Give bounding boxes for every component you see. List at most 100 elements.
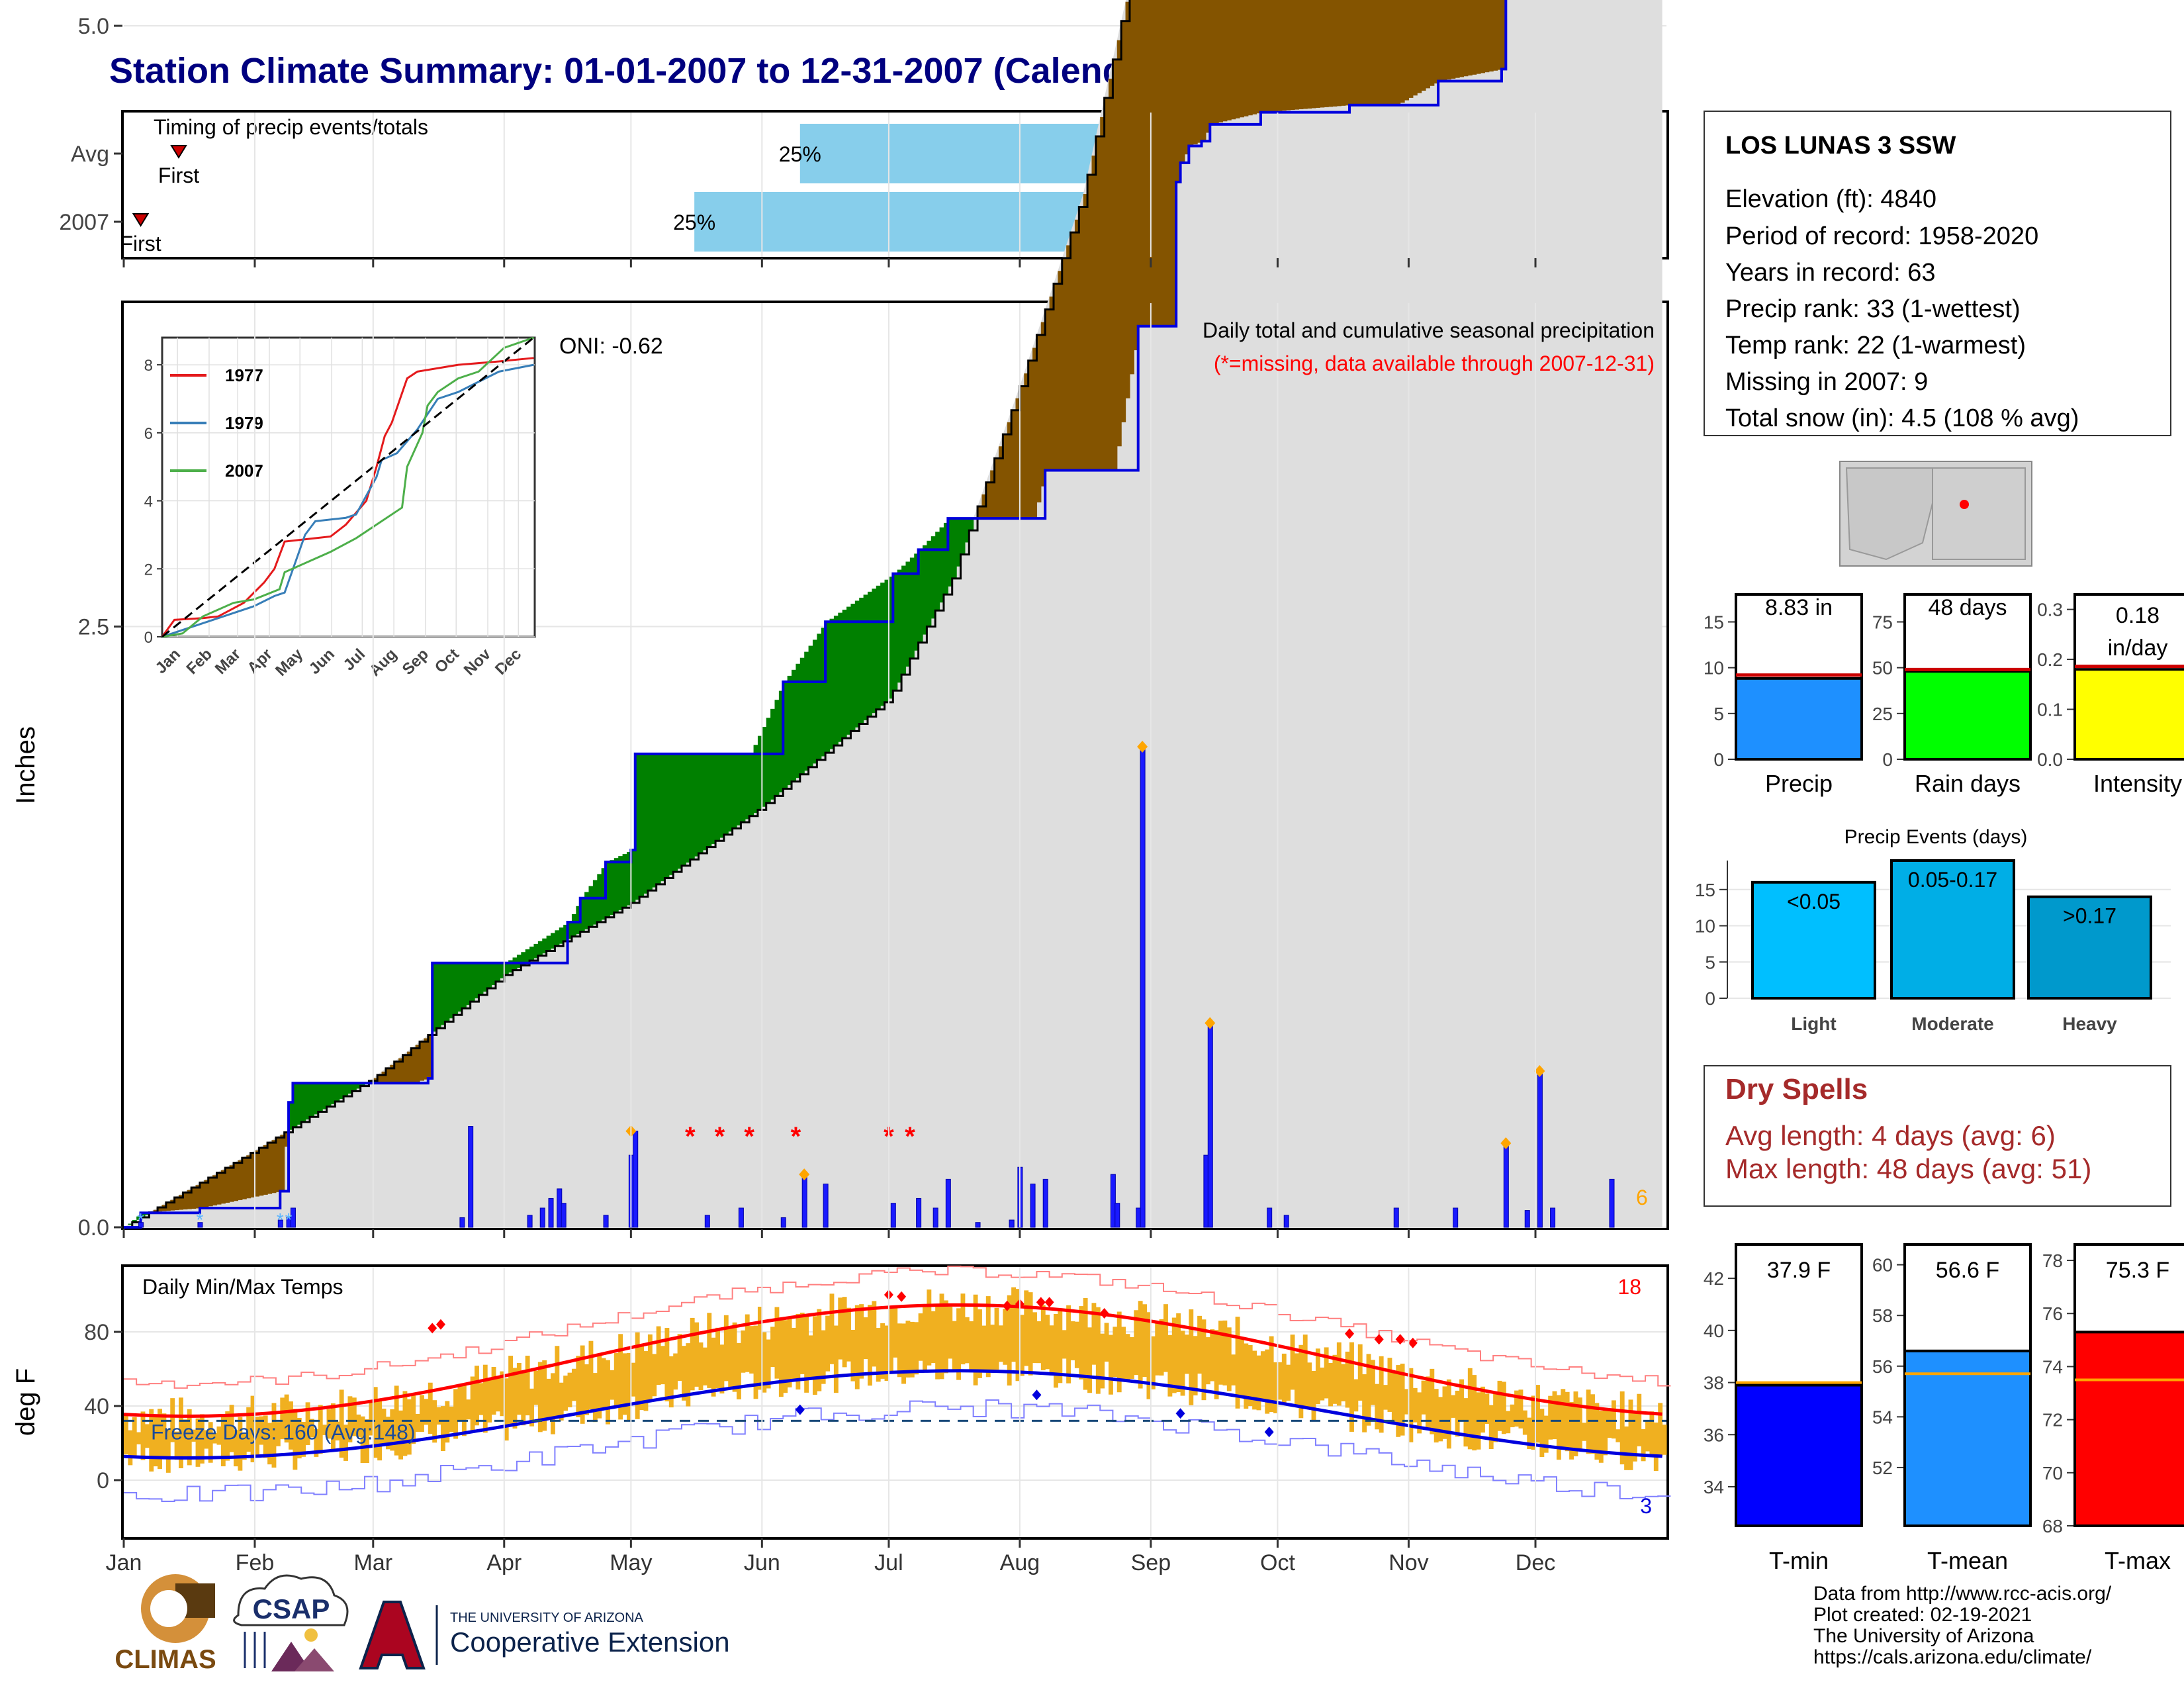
daily-temp-bar	[1548, 1395, 1553, 1440]
daily-precip-bar	[975, 1222, 981, 1228]
daily-temp-bar	[563, 1376, 569, 1411]
above-average-fill	[656, 753, 661, 884]
record-high-marker	[897, 1291, 907, 1302]
daily-temp-bar	[470, 1376, 475, 1432]
below-average-fill	[1180, 0, 1185, 163]
daily-temp-bar	[1510, 1404, 1515, 1428]
month-label: Jun	[744, 1550, 780, 1575]
daily-temp-bar	[254, 1417, 259, 1457]
above-average-fill	[136, 1216, 142, 1220]
daily-temp-bar	[825, 1315, 831, 1372]
above-average-fill	[491, 962, 496, 985]
daily-precip-bar	[633, 1131, 639, 1228]
heavy-precip-marker	[1137, 741, 1148, 753]
above-average-fill	[799, 657, 805, 774]
record-high-marker	[1395, 1334, 1405, 1345]
below-average-fill	[179, 1195, 184, 1210]
station-years: Years in record: 63	[1725, 259, 1936, 287]
daily-precip-bar	[197, 1222, 203, 1228]
above-average-fill	[305, 1083, 310, 1120]
daily-temp-bar	[943, 1300, 948, 1374]
daily-temp-bar	[909, 1321, 915, 1378]
csap-logo-text: CSAP	[253, 1593, 330, 1624]
temp-summary-ytick-label: 74	[2042, 1356, 2063, 1377]
precip-ytick-label: 2.5	[78, 615, 109, 640]
below-average-fill	[1332, 0, 1338, 107]
daily-temp-bar	[326, 1409, 332, 1439]
tmin-smooth-line	[123, 1369, 1662, 1460]
summary-ytick-label: 10	[1704, 658, 1724, 679]
above-average-fill	[516, 955, 522, 968]
below-average-fill	[1231, 0, 1236, 120]
above-average-fill	[643, 753, 649, 894]
daily-temp-bar	[1531, 1395, 1536, 1450]
below-average-fill	[220, 1170, 226, 1204]
temp-ytick-label: 40	[84, 1394, 109, 1419]
precip-ytick-label: 0.0	[78, 1215, 109, 1241]
daily-temp-bar	[1189, 1309, 1194, 1405]
daily-temp-bar	[1408, 1368, 1414, 1442]
above-average-fill	[289, 1102, 294, 1130]
record-low-count: 3	[1640, 1494, 1652, 1518]
below-average-fill	[1290, 0, 1295, 111]
below-average-fill	[174, 1197, 179, 1211]
below-average-fill	[1163, 0, 1169, 326]
daily-temp-bar	[1260, 1351, 1265, 1401]
precip-marker-count: 6	[1636, 1186, 1648, 1209]
temp-ytick-label: 0	[97, 1468, 109, 1493]
daily-temp-bar	[1113, 1327, 1118, 1378]
below-average-fill	[1286, 0, 1291, 111]
station-period: Period of record: 1958-2020	[1725, 222, 2038, 250]
daily-temp-bar	[250, 1395, 255, 1463]
daily-temp-bar	[1053, 1314, 1058, 1388]
above-average-fill	[956, 518, 962, 567]
daily-precip-bar	[459, 1217, 465, 1228]
missing-day-marker: *	[685, 1122, 696, 1151]
temp-panel: 0 40 80 Freeze Days: 160 (Avg:148)	[84, 1265, 1671, 1503]
daily-temp-bar	[1658, 1403, 1663, 1456]
daily-temp-bar	[1561, 1389, 1566, 1448]
below-average-fill	[1104, 97, 1109, 471]
daily-temp-bar	[216, 1426, 222, 1445]
events-ytick-label: 5	[1705, 952, 1715, 972]
daily-precip-bar	[527, 1215, 533, 1228]
above-average-fill	[905, 561, 911, 667]
daily-temp-bar	[132, 1417, 137, 1457]
timing-quantile-label: 25%	[673, 211, 715, 234]
daily-temp-bar	[1116, 1311, 1122, 1393]
tmax-smooth-line	[123, 1303, 1662, 1418]
daily-temp-bar	[1214, 1330, 1219, 1399]
daily-temp-bar	[994, 1307, 999, 1370]
heavy-precip-marker	[799, 1168, 810, 1181]
daily-temp-bar	[1433, 1389, 1439, 1443]
daily-temp-bar	[1248, 1344, 1253, 1407]
above-average-fill	[719, 753, 725, 838]
daily-temp-bar	[778, 1317, 784, 1397]
above-average-fill	[445, 962, 450, 1022]
daily-temp-bar	[546, 1378, 551, 1419]
daily-temp-bar	[551, 1373, 555, 1434]
ua-big-text: Cooperative Extension	[450, 1626, 730, 1658]
below-average-fill	[1484, 0, 1490, 73]
daily-temp-bar	[1518, 1389, 1524, 1429]
daily-temp-bar	[330, 1403, 336, 1452]
above-average-fill	[500, 962, 505, 978]
daily-temp-bar	[1400, 1364, 1405, 1436]
daily-temp-bar	[622, 1353, 627, 1415]
daily-temp-bar	[482, 1364, 488, 1433]
above-average-fill	[521, 952, 526, 966]
daily-temp-bar	[356, 1414, 361, 1437]
daily-temp-bar	[347, 1396, 353, 1442]
inset-month-label: Apr	[244, 645, 276, 677]
daily-temp-bar	[1637, 1393, 1642, 1446]
precip-annotation: Daily total and cumulative seasonal prec…	[1203, 318, 1655, 342]
daily-temp-bar	[867, 1305, 872, 1386]
temp-panel-frame	[121, 1264, 1669, 1540]
above-average-fill	[854, 600, 860, 727]
below-average-fill	[1421, 0, 1426, 91]
above-average-fill	[757, 735, 762, 810]
inset-month-label: May	[272, 645, 307, 680]
below-average-fill	[242, 1158, 247, 1199]
daily-temp-bar	[187, 1409, 192, 1466]
below-average-fill	[1400, 0, 1405, 103]
